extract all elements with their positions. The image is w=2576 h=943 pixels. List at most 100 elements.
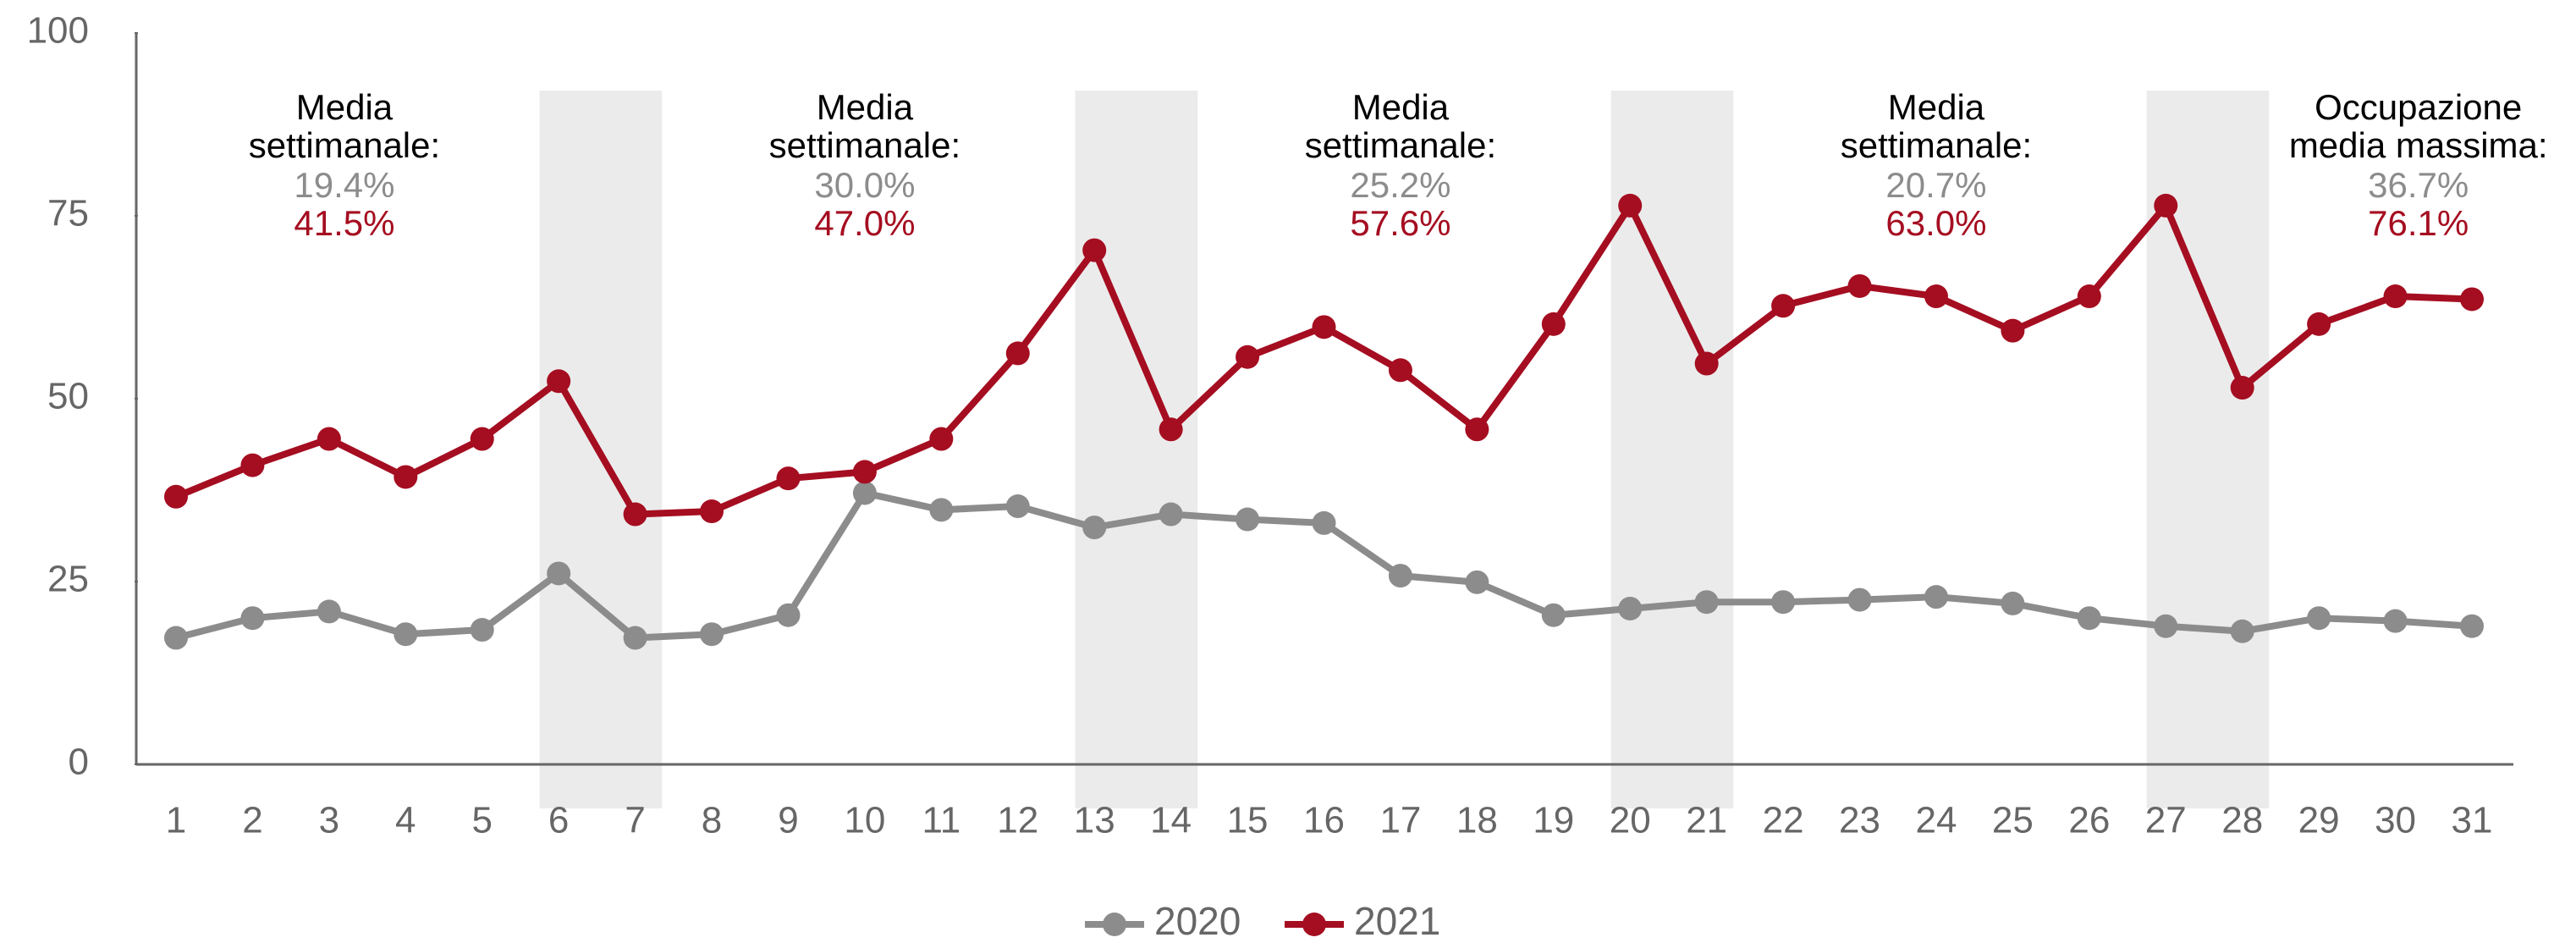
annotation-value: 63.0%: [1885, 203, 1986, 243]
annotation-title: Occupazione: [2315, 87, 2522, 127]
annotation-title: settimanale:: [769, 125, 960, 165]
data-point: [776, 466, 801, 491]
data-point: [1082, 516, 1107, 540]
annotation-title: Media: [1352, 87, 1450, 127]
y-tick-label: 25: [47, 559, 89, 600]
x-tick-label: 20: [1610, 800, 1651, 841]
x-tick-label: 2: [242, 800, 262, 841]
x-tick-label: 29: [2298, 800, 2340, 841]
data-point: [623, 502, 647, 527]
x-tick-label: 21: [1686, 800, 1727, 841]
data-point: [2001, 318, 2025, 343]
data-point: [2077, 606, 2101, 631]
data-point: [776, 603, 801, 627]
data-point: [1771, 590, 1796, 615]
x-tick-label: 15: [1227, 800, 1269, 841]
y-tick-label: 100: [27, 10, 89, 52]
data-point: [316, 427, 341, 451]
annotation-title: settimanale:: [1305, 125, 1496, 165]
data-point: [1159, 417, 1183, 442]
data-point: [1005, 494, 1030, 519]
data-point: [1465, 417, 1489, 442]
y-tick-label: 0: [69, 742, 89, 783]
x-tick-label: 8: [702, 800, 722, 841]
data-point: [2001, 591, 2025, 615]
data-point: [2077, 284, 2101, 309]
data-point: [2460, 614, 2484, 638]
annotation-value: 41.5%: [294, 203, 394, 243]
legend-marker: [1302, 913, 1326, 936]
data-point: [1694, 351, 1719, 376]
data-point: [1694, 590, 1719, 615]
x-tick-label: 6: [548, 800, 569, 841]
x-tick-label: 28: [2221, 800, 2263, 841]
x-tick-label: 7: [625, 800, 645, 841]
data-point: [1541, 603, 1566, 627]
weekend-band: [1075, 91, 1198, 808]
data-point: [1618, 596, 1643, 620]
x-tick-label: 25: [1992, 800, 2034, 841]
y-tick-label: 50: [47, 376, 89, 417]
data-point: [2307, 312, 2331, 336]
data-point: [2383, 609, 2408, 633]
data-point: [1771, 294, 1796, 318]
data-point: [470, 618, 494, 642]
x-tick-label: 12: [997, 800, 1038, 841]
data-point: [470, 427, 494, 451]
annotation-title: Media: [817, 87, 914, 127]
data-point: [547, 369, 571, 394]
data-point: [2460, 287, 2484, 312]
x-tick-label: 19: [1533, 800, 1574, 841]
annotation-title: Media: [296, 87, 394, 127]
annotation-title: settimanale:: [249, 125, 440, 165]
data-point: [547, 561, 571, 586]
annotation-title: media massima:: [2289, 125, 2548, 165]
data-point: [394, 465, 418, 489]
x-tick-label: 14: [1150, 800, 1192, 841]
legend-marker: [1103, 913, 1126, 936]
x-tick-label: 11: [922, 800, 960, 841]
data-point: [700, 622, 724, 647]
data-point: [1847, 273, 1872, 298]
legend-label: 2020: [1154, 899, 1241, 943]
data-point: [1082, 238, 1107, 262]
data-point: [929, 498, 954, 522]
data-point: [1388, 358, 1412, 383]
x-tick-label: 9: [778, 800, 798, 841]
x-tick-label: 22: [1763, 800, 1804, 841]
data-point: [700, 499, 724, 524]
data-point: [623, 626, 647, 650]
x-tick-label: 4: [395, 800, 416, 841]
x-tick-label: 24: [1915, 800, 1957, 841]
x-tick-label: 26: [2068, 800, 2110, 841]
data-point: [1236, 507, 1260, 532]
x-tick-label: 13: [1074, 800, 1115, 841]
data-point: [929, 427, 954, 451]
annotation-value: 19.4%: [294, 165, 394, 205]
data-point: [1541, 312, 1566, 336]
annotation-value: 76.1%: [2368, 203, 2469, 243]
data-point: [1312, 315, 1336, 339]
annotation-value: 30.0%: [814, 165, 915, 205]
annotation-value: 20.7%: [1885, 165, 1986, 205]
data-point: [164, 484, 188, 509]
x-tick-label: 23: [1839, 800, 1880, 841]
series-line: [174, 201, 2473, 518]
x-tick-label: 18: [1456, 800, 1498, 841]
data-point: [852, 460, 877, 484]
x-tick-label: 1: [166, 800, 186, 841]
x-tick-label: 3: [319, 800, 339, 841]
data-point: [1236, 345, 1260, 369]
data-point: [240, 606, 265, 631]
data-point: [1924, 585, 1948, 609]
data-point: [1618, 193, 1643, 218]
annotation-value: 47.0%: [814, 203, 915, 243]
x-tick-label: 30: [2375, 800, 2416, 841]
data-point: [394, 622, 418, 647]
x-tick-label: 5: [471, 800, 492, 841]
x-tick-label: 27: [2145, 800, 2187, 841]
annotation-value: 36.7%: [2368, 165, 2469, 205]
data-point: [2230, 376, 2254, 400]
annotation-title: Media: [1888, 87, 1985, 127]
